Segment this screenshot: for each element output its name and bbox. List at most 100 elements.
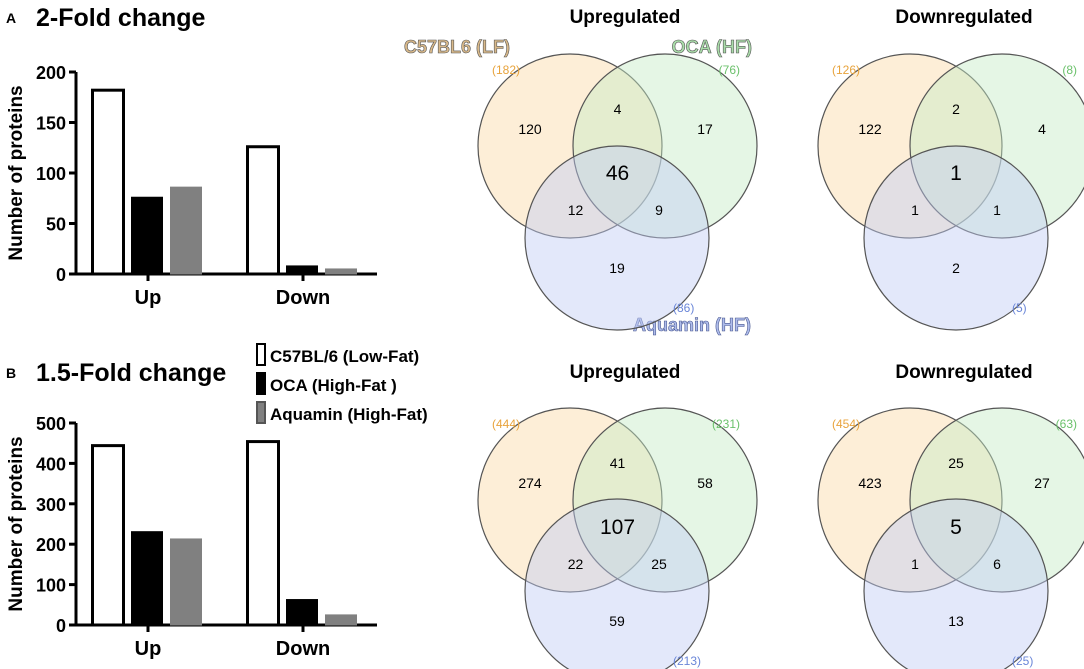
venn-a-down-region-r13: 1 [911, 202, 919, 218]
venn-b-up-region-r12: 41 [610, 455, 626, 471]
venn-b-up-circle-2 [572, 407, 758, 593]
bar-chart-a: 0 50 100 150 200 Number of proteins Up Down [6, 63, 377, 309]
y-tick-label-b: 200 [36, 535, 66, 555]
venn-a-up-total-1: (182) [492, 63, 520, 77]
venn-a-up-region-r12: 4 [614, 101, 622, 117]
venn-a-up-circle-1 [477, 53, 663, 239]
legend-swatch-oca [256, 372, 266, 395]
venn-b-down-region-r23: 6 [993, 556, 1001, 572]
venn-b-up-region-only1: 274 [518, 475, 542, 491]
venn-b-down-header: Downregulated [895, 362, 1032, 383]
venn-b-down-total-3: (25) [1012, 654, 1033, 668]
bar-a-down-s1 [286, 265, 318, 275]
panel-a-title: 2-Fold change [36, 4, 206, 32]
venn-a-up-header: Upregulated [570, 7, 681, 28]
panel-a-letter: A [6, 10, 16, 26]
venn-b-up-total-3: (213) [673, 654, 701, 668]
venn-b-down-region-r13: 1 [911, 556, 919, 572]
panel-b-title: 1.5-Fold change [36, 359, 226, 387]
venn-b-up-total-2: (231) [712, 417, 740, 431]
y-tick-label-a: 0 [56, 265, 66, 285]
venn-a-down-total-2: (8) [1062, 63, 1077, 77]
bar-b-up-s0 [91, 444, 125, 627]
venn-a-down-total-3: (5) [1012, 301, 1027, 315]
x-tick-label-b-up: Up [135, 638, 162, 660]
venn-b-down-total-1: (454) [832, 417, 860, 431]
panel-b-letter: B [6, 365, 16, 381]
venn-b-down-region-only3: 13 [948, 613, 964, 629]
venn-b-down-circle-2 [909, 407, 1084, 593]
venn-a-up-total-2: (76) [719, 63, 740, 77]
venn-a-up-region-r23: 9 [655, 202, 663, 218]
y-tick-label-a: 50 [46, 215, 66, 235]
venn-a-down-region-r23: 1 [993, 202, 1001, 218]
venn-a-up-region-only3: 19 [609, 260, 625, 276]
venn-b-up-region-r13: 22 [568, 556, 584, 572]
venn-a-down-region-only3: 2 [952, 260, 960, 276]
venn-a-down-header: Downregulated [895, 7, 1032, 28]
legend-label-oca: OCA (High-Fat ) [270, 376, 397, 395]
y-axis-label-b: Number of proteins [6, 436, 27, 611]
venn-a-down-region-r12: 2 [952, 101, 960, 117]
venn-a-down-region-only2: 4 [1038, 121, 1046, 137]
bar-chart-b: 0 100 200 300 400 500 Number of proteins Up Down [6, 414, 377, 660]
venn-b-down-region-only2: 27 [1034, 475, 1050, 491]
venn-b-down: (454) (63) (25) 423 27 13 25 1 6 5 [817, 407, 1084, 669]
bar-b-up-s2 [170, 538, 202, 626]
bar-a-up-s1 [131, 196, 163, 275]
venn-a-down: (126) (8) (5) 122 4 2 2 1 1 1 [817, 53, 1084, 331]
venn-set3-name: Aquamin (HF) [633, 315, 751, 335]
venn-b-up-region-only2: 58 [697, 475, 713, 491]
venn-b-up-region-r23: 25 [651, 556, 667, 572]
venn-a-up-circle-2 [572, 53, 758, 239]
venn-b-down-region-r123: 5 [950, 516, 962, 539]
y-tick-label-a: 100 [36, 164, 66, 184]
venn-a-up-region-r13: 12 [568, 202, 584, 218]
venn-a-up-region-r123: 46 [606, 162, 629, 185]
bar-b-down-s2 [325, 614, 357, 626]
venn-b-down-region-only1: 423 [858, 475, 882, 491]
venn-a-down-region-only1: 122 [858, 121, 882, 137]
x-tick-label-b-down: Down [276, 638, 330, 660]
legend-swatch-aquamin [256, 401, 266, 424]
y-tick-label-b: 500 [36, 414, 66, 434]
x-tick-label-a-up: Up [135, 287, 162, 309]
legend-swatch-c57bl6 [256, 343, 266, 366]
venn-set2-name: OCA (HF) [672, 37, 752, 57]
legend-label-aquamin: Aquamin (High-Fat) [270, 405, 428, 424]
venn-b-up-header: Upregulated [570, 362, 681, 383]
bar-a-up-s2 [170, 186, 202, 275]
venn-b-down-region-r12: 25 [948, 455, 964, 471]
venn-b-up-circle-3 [524, 498, 710, 669]
venn-b-up-total-1: (444) [492, 417, 520, 431]
legend-label-c57bl6: C57BL/6 (Low-Fat) [270, 347, 419, 366]
y-tick-label-b: 400 [36, 454, 66, 474]
venn-b-up-circle-1 [477, 407, 663, 593]
venn-a-up: (182) (76) (86) 120 17 19 4 12 9 46 [477, 53, 758, 331]
y-tick-label-a: 150 [36, 114, 66, 134]
venn-a-up-region-only2: 17 [697, 121, 713, 137]
y-axis-label-a: Number of proteins [6, 85, 27, 260]
x-tick-label-a-down: Down [276, 287, 330, 309]
bar-a-down-s2 [325, 268, 357, 275]
venn-a-up-total-3: (86) [673, 301, 694, 315]
y-tick-label-a: 200 [36, 63, 66, 83]
y-tick-label-b: 0 [56, 616, 66, 636]
venn-b-down-total-2: (63) [1056, 417, 1077, 431]
venn-b-down-circle-3 [863, 498, 1049, 669]
bar-a-down-s0 [246, 145, 280, 276]
venn-b-up: (444) (231) (213) 274 58 59 41 22 25 107 [477, 407, 758, 669]
venn-b-up-region-only3: 59 [609, 613, 625, 629]
bar-b-up-s1 [131, 531, 163, 626]
venn-set1-name: C57BL6 (LF) [404, 37, 510, 57]
venn-a-down-circle-3 [863, 145, 1049, 331]
bar-b-down-s0 [246, 440, 280, 627]
venn-a-up-region-only1: 120 [518, 121, 542, 137]
venn-a-down-region-r123: 1 [950, 162, 962, 185]
bar-b-down-s1 [286, 599, 318, 626]
venn-a-down-total-1: (126) [832, 63, 860, 77]
venn-a-down-circle-2 [909, 53, 1084, 239]
y-tick-label-b: 300 [36, 495, 66, 515]
venn-b-up-region-r123: 107 [600, 516, 635, 539]
